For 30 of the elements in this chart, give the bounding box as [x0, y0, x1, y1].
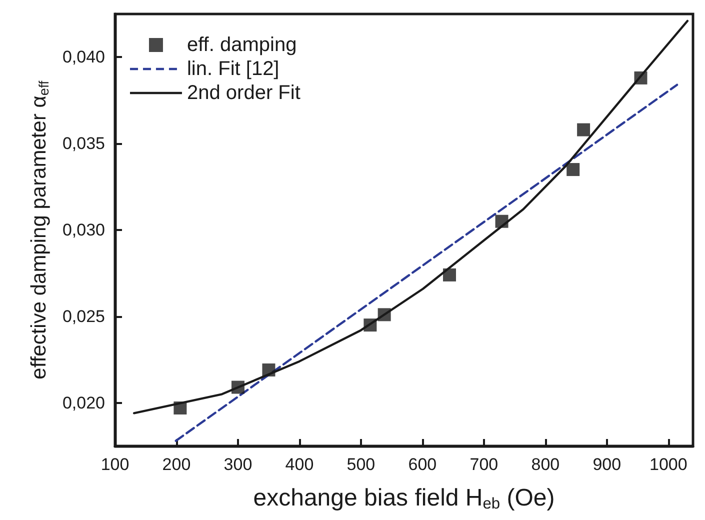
legend-label: lin. Fit [12]	[186, 58, 280, 80]
legend-label: 2nd order Fit	[186, 82, 301, 104]
point	[364, 318, 377, 332]
x-tick-label: 700	[470, 455, 498, 474]
point	[577, 123, 590, 136]
y-tick-label: 0,035	[62, 134, 105, 154]
x-tick-label: 500	[346, 455, 376, 474]
x-tick-label: 200	[162, 455, 191, 474]
legend-label: eff. damping	[186, 34, 297, 56]
point	[443, 268, 456, 282]
y-axis-title: effective damping parameter αeff	[27, 80, 52, 380]
point	[231, 380, 244, 394]
x-tick-label: 100	[100, 455, 130, 474]
point	[262, 363, 276, 376]
y-tick-label: 0,020	[62, 393, 105, 412]
point	[566, 163, 580, 176]
point	[495, 214, 508, 228]
y-tick-label: 0,030	[62, 220, 105, 240]
x-tick-label: 900	[592, 455, 622, 474]
x-tick-label: 600	[408, 455, 437, 474]
point	[634, 71, 648, 84]
x-tick-label: 1000	[649, 455, 688, 474]
x-tick-label: 800	[531, 455, 560, 474]
line-series	[132, 20, 689, 414]
x-tick-label: 400	[285, 455, 314, 474]
point	[174, 401, 187, 414]
point	[378, 308, 391, 322]
y-tick-label: 0,025	[62, 306, 105, 326]
y-tick-label: 0,040	[62, 48, 105, 67]
x-tick-label: 300	[224, 455, 252, 474]
